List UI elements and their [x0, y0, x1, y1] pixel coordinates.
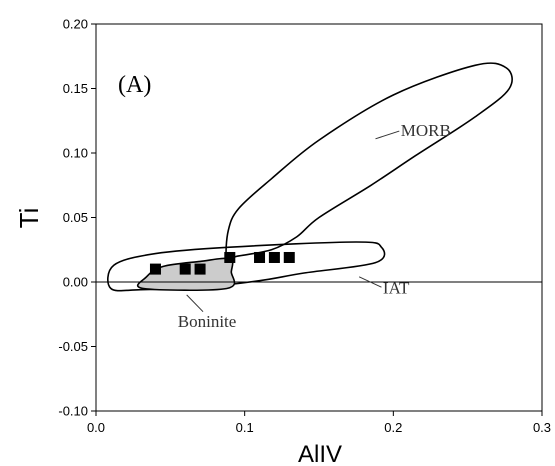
data-point [179, 263, 191, 275]
x-tick-label: 0.0 [87, 420, 105, 435]
y-tick-label: -0.05 [58, 339, 88, 354]
y-tick-label: 0.00 [63, 275, 88, 290]
field-outline-morb [225, 62, 513, 262]
annotation-iat: IAT [383, 278, 410, 297]
panel-label: (A) [118, 72, 151, 98]
y-tick-label: 0.05 [63, 210, 88, 225]
y-tick-label: -0.10 [58, 404, 88, 419]
data-point [224, 251, 236, 263]
annotation-leader-iat [358, 276, 382, 288]
x-tick-label: 0.1 [236, 420, 254, 435]
data-points [149, 251, 295, 275]
data-point [149, 263, 161, 275]
x-tick-label: 0.2 [384, 420, 402, 435]
annotation-leader-morb [375, 130, 400, 140]
field-annotations: MORB IAT Boninite [178, 121, 451, 331]
x-axis-title: AlIV [298, 441, 342, 466]
y-tick-label: 0.20 [63, 17, 88, 32]
annotation-morb: MORB [401, 121, 451, 140]
y-tick-label: 0.15 [63, 81, 88, 96]
data-point [194, 263, 206, 275]
y-axis-title: Ti [14, 208, 44, 229]
data-point [283, 251, 295, 263]
annotation-boninite: Boninite [178, 312, 237, 331]
data-point [268, 251, 280, 263]
axis-ticks: 0.0 0.1 0.2 0.3 -0.10 -0.05 0.00 0.05 0.10 0.15 0.… [58, 17, 551, 436]
data-point [254, 251, 266, 263]
field-outlines [107, 62, 513, 292]
annotation-leader-boninite [186, 294, 204, 313]
y-tick-label: 0.10 [63, 146, 88, 161]
x-tick-label: 0.3 [533, 420, 551, 435]
